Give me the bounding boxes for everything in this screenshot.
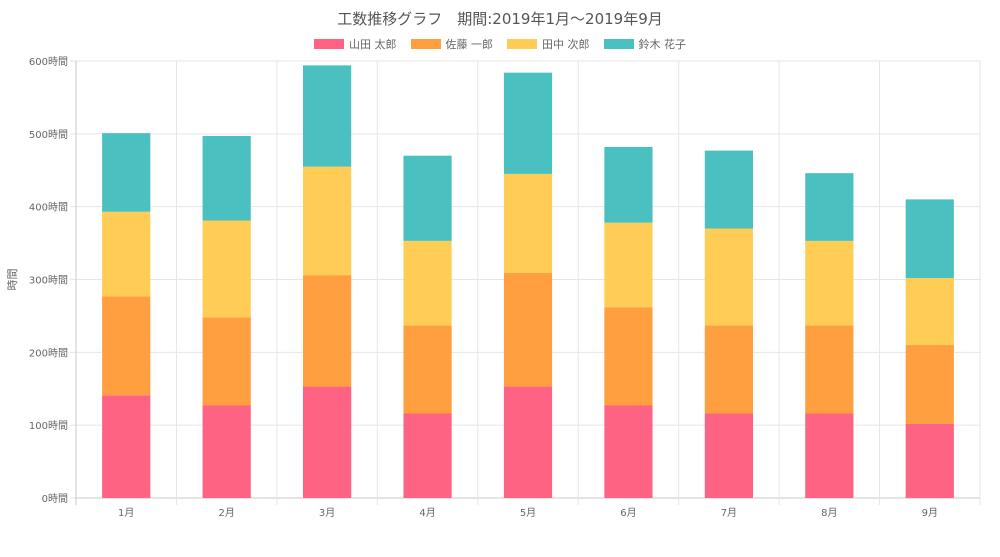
x-tick-label: 7月 [721,507,737,519]
legend-swatch [410,39,441,49]
bar-segment-3 [805,240,854,326]
bar-segment-3 [604,222,653,308]
bar-segment-3 [905,278,954,346]
x-tick-label: 5月 [520,507,536,519]
y-tick-label: 600時間 [29,56,68,68]
bar-segment-4 [704,150,753,229]
bar-segment-1 [303,386,352,498]
x-tick-label: 2月 [218,507,234,519]
bar-segment-2 [303,275,352,387]
bar-segment-4 [202,136,251,221]
bar-segment-3 [704,228,753,326]
bar-segment-1 [202,405,251,498]
legend-label: 佐藤 一郎 [445,38,494,51]
legend-item-series-4[interactable]: 鈴木 花子 [603,36,687,52]
bar-segment-1 [403,413,452,498]
bar-segment-4 [303,65,352,167]
bar-segment-1 [905,423,954,498]
legend-swatch [603,39,634,49]
bar-segment-4 [805,173,854,241]
bar-segment-4 [604,146,653,223]
bar-segment-3 [503,173,553,273]
x-tick-label: 3月 [319,507,335,519]
chart-title: 工数推移グラフ 期間:2019年1月〜2019年9月 [337,10,663,28]
x-tick-label: 4月 [419,507,435,519]
y-tick-label: 100時間 [29,420,68,432]
bar-segment-4 [102,133,151,212]
bar-segment-1 [102,395,151,498]
legend-label: 鈴木 花子 [638,38,687,51]
x-tick-label: 9月 [922,507,938,519]
y-tick-label: 400時間 [29,202,68,214]
bar-segment-4 [905,199,954,279]
bar-segment-1 [503,386,553,498]
legend-swatch [314,39,344,49]
legend-item-series-2[interactable]: 佐藤 一郎 [410,36,494,52]
bar-segment-3 [303,166,352,276]
legend-label: 山田 太郎 [349,38,397,51]
legend-swatch [507,39,537,49]
legend-item-series-3[interactable]: 田中 次郎 [507,36,590,52]
bar-segment-4 [403,155,452,241]
chart-legend: 山田 太郎 佐藤 一郎 田中 次郎 鈴木 花子 [0,36,1000,52]
bar-segment-2 [604,307,653,406]
y-tick-label: 300時間 [29,275,68,287]
bar-segment-2 [704,325,753,414]
bar-segment-4 [503,72,553,174]
bar-segment-3 [403,240,452,326]
bar-segment-1 [805,413,854,498]
x-tick-label: 6月 [620,507,636,519]
legend-item-series-1[interactable]: 山田 太郎 [314,36,397,52]
bar-segment-2 [202,317,251,406]
bar-segment-2 [403,325,452,414]
bar-segment-2 [805,325,854,414]
y-tick-label: 200時間 [29,347,68,359]
y-tick-label: 0時間 [42,493,68,505]
bar-segment-1 [604,405,653,498]
bar-segment-2 [905,345,954,424]
y-tick-label: 500時間 [29,129,68,141]
bar-segment-1 [704,413,753,498]
bar-segment-3 [102,211,151,297]
y-axis-title: 時間 [6,269,19,291]
bar-segment-3 [202,220,251,318]
bar-segment-2 [503,272,553,387]
x-tick-label: 8月 [821,507,837,519]
x-tick-label: 1月 [118,507,134,519]
legend-label: 田中 次郎 [542,38,590,51]
bar-segment-2 [102,296,151,396]
